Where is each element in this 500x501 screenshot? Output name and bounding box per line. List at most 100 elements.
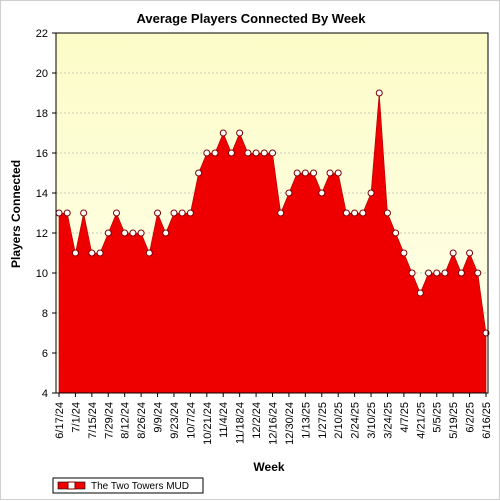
x-tick-label: 10/7/24 <box>185 402 197 439</box>
data-point <box>457 269 465 277</box>
data-point <box>269 149 276 157</box>
data-point <box>301 169 309 177</box>
x-tick-label: 12/2/24 <box>251 402 263 439</box>
x-tick-label: 5/5/25 <box>432 402 444 433</box>
x-tick-label: 2/10/25 <box>333 402 345 439</box>
data-point <box>285 189 293 197</box>
legend-marker <box>67 481 76 490</box>
plot-area: 4 6 8 10 12 14 16 18 20 22 6/17/24 7/1/24 7/15/24 7/2… <box>36 28 493 445</box>
x-tick-label: 6/17/24 <box>54 402 66 439</box>
data-point <box>342 209 350 217</box>
data-point <box>71 249 79 257</box>
data-point <box>244 149 252 157</box>
data-point <box>416 289 424 297</box>
data-point <box>425 269 433 277</box>
y-axis-title: Players Connected <box>9 160 23 268</box>
x-tick-label: 7/1/24 <box>70 402 82 433</box>
data-point <box>55 209 63 217</box>
data-point <box>408 269 416 277</box>
data-point <box>129 229 137 237</box>
data-point <box>154 209 162 217</box>
x-tick-label: 11/18/24 <box>235 402 247 444</box>
data-point <box>277 209 285 217</box>
y-tick-label: 14 <box>36 188 48 200</box>
data-point <box>375 89 383 97</box>
data-point <box>88 249 96 257</box>
x-axis-title: Week <box>253 460 284 474</box>
x-tick-label: 10/21/24 <box>202 402 214 445</box>
y-tick-label: 6 <box>42 348 48 360</box>
x-tick-label: 3/24/25 <box>382 402 394 439</box>
data-point <box>203 149 211 157</box>
data-point <box>145 249 153 257</box>
x-tick-label: 8/26/24 <box>136 402 148 439</box>
legend-label: The Two Towers MUD <box>91 481 189 492</box>
x-tick-label: 12/16/24 <box>268 402 280 445</box>
data-point <box>178 209 186 217</box>
data-point <box>219 129 227 137</box>
y-tick-label: 16 <box>36 148 48 160</box>
data-point <box>80 209 88 217</box>
data-point <box>112 209 120 217</box>
data-point <box>310 169 318 177</box>
y-tick-label: 8 <box>42 308 48 320</box>
data-point <box>104 229 112 237</box>
x-tick-label: 9/23/24 <box>169 402 181 439</box>
data-point <box>96 249 104 257</box>
data-point <box>227 149 235 157</box>
y-tick-label: 22 <box>36 28 48 40</box>
data-point <box>137 229 145 237</box>
legend: The Two Towers MUD <box>52 477 204 494</box>
x-tick-label: 7/15/24 <box>87 402 99 439</box>
data-point <box>383 209 391 217</box>
x-tick-label: 8/12/24 <box>120 402 132 439</box>
x-tick-label: 4/21/25 <box>415 402 427 439</box>
data-point <box>433 269 441 277</box>
data-point <box>326 169 334 177</box>
data-point <box>63 209 71 217</box>
y-tick-label: 4 <box>42 388 48 400</box>
x-tick-label: 1/27/25 <box>317 402 329 439</box>
x-tick-label: 4/7/25 <box>399 402 411 433</box>
data-point <box>236 129 244 137</box>
data-point <box>400 249 408 257</box>
y-tick-label: 12 <box>36 228 48 240</box>
data-point <box>211 149 219 157</box>
x-tick-label: 3/10/25 <box>366 402 378 439</box>
data-point <box>441 269 449 277</box>
x-tick-label: 1/13/25 <box>300 402 312 439</box>
data-point <box>474 269 482 277</box>
data-point <box>367 189 375 197</box>
data-point <box>392 229 400 237</box>
data-point <box>351 209 359 217</box>
data-point <box>186 209 194 217</box>
data-point <box>334 169 342 177</box>
x-tick-label: 6/16/25 <box>481 402 493 439</box>
x-tick-label: 7/29/24 <box>103 402 115 439</box>
x-tick-label: 12/30/24 <box>284 402 296 445</box>
x-tick-label: 2/24/25 <box>350 402 362 439</box>
data-point <box>170 209 178 217</box>
data-point <box>121 229 129 237</box>
legend-box <box>52 477 204 494</box>
y-tick-label: 20 <box>36 68 48 80</box>
x-tick-label: 11/4/24 <box>218 402 230 438</box>
plot-border <box>55 32 489 394</box>
x-tick-label: 5/19/25 <box>448 402 460 439</box>
data-point <box>449 249 457 257</box>
data-point <box>252 149 260 157</box>
x-tick-label: 9/9/24 <box>153 402 165 433</box>
y-tick-label: 18 <box>36 108 48 120</box>
x-tick-label: 6/2/25 <box>465 402 477 433</box>
data-point <box>359 209 367 217</box>
chart-title: Average Players Connected By Week <box>136 11 366 26</box>
data-point <box>466 249 474 257</box>
data-point <box>195 169 203 177</box>
data-point <box>162 229 170 237</box>
data-point <box>260 149 268 157</box>
data-point <box>318 189 326 197</box>
data-point <box>293 169 301 177</box>
y-tick-label: 10 <box>36 268 48 280</box>
